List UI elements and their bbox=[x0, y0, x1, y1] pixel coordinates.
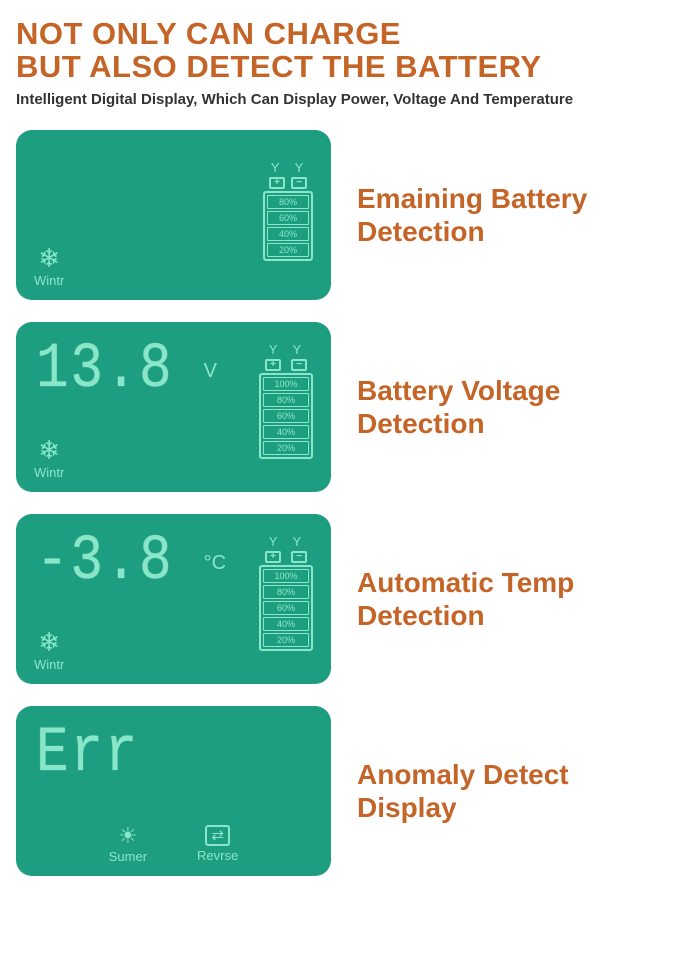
bottom-icon-row: ☀ Sumer ⇄ Revrse bbox=[16, 825, 331, 864]
winter-label: Wintr bbox=[34, 273, 64, 288]
battery-gauge: Y Y +− 100% 80% 60% 40% 20% bbox=[259, 342, 313, 459]
battery-yy-label: Y Y bbox=[269, 534, 307, 549]
terminal-negative: − bbox=[291, 177, 307, 189]
battery-cell: 80% bbox=[267, 195, 309, 209]
winter-indicator: ❄ Wintr bbox=[34, 245, 64, 288]
battery-cell: 40% bbox=[263, 617, 309, 631]
mode-indicator: ⇄ Revrse bbox=[197, 825, 238, 864]
terminal-positive: + bbox=[265, 551, 281, 563]
terminal-negative: − bbox=[291, 359, 307, 371]
readout-unit: °C bbox=[204, 552, 226, 575]
battery-gauge: Y Y +− 100% 80% 60% 40% 20% bbox=[259, 534, 313, 651]
battery-body: 100% 80% 60% 40% 20% bbox=[259, 373, 313, 459]
battery-yy-label: Y Y bbox=[271, 160, 309, 175]
feature-caption: Emaining Battery Detection bbox=[357, 182, 675, 249]
feature-row: 13.8 V ❄ Wintr Y Y +− 100% 80% 60% 40% 20% Battery … bbox=[16, 322, 675, 492]
battery-terminals: +− bbox=[263, 177, 313, 189]
terminal-positive: + bbox=[265, 359, 281, 371]
winter-indicator: ❄ Wintr bbox=[34, 629, 64, 672]
battery-gauge: Y Y +− 80% 60% 40% 20% bbox=[263, 160, 313, 261]
battery-terminals: +− bbox=[259, 359, 313, 371]
terminal-negative: − bbox=[291, 551, 307, 563]
sun-icon: ☀ bbox=[109, 825, 147, 847]
headline-line1: NOT ONLY CAN CHARGE bbox=[16, 18, 675, 51]
feature-caption: Anomaly Detect Display bbox=[357, 758, 675, 825]
headline-line2: BUT ALSO DETECT THE BATTERY bbox=[16, 51, 675, 84]
battery-cell: 20% bbox=[263, 441, 309, 455]
battery-cell: 20% bbox=[267, 243, 309, 257]
feature-row: Err ☀ Sumer ⇄ Revrse Anomaly Detect Display bbox=[16, 706, 675, 876]
battery-cell: 40% bbox=[263, 425, 309, 439]
subtitle: Intelligent Digital Display, Which Can D… bbox=[16, 91, 675, 108]
battery-body: 80% 60% 40% 20% bbox=[263, 191, 313, 261]
mode-label: Sumer bbox=[109, 849, 147, 864]
snowflake-icon: ❄ bbox=[34, 437, 64, 463]
winter-label: Wintr bbox=[34, 657, 64, 672]
terminal-positive: + bbox=[269, 177, 285, 189]
snowflake-icon: ❄ bbox=[34, 245, 64, 271]
headline: NOT ONLY CAN CHARGE BUT ALSO DETECT THE … bbox=[16, 18, 675, 83]
display-panel: 13.8 V ❄ Wintr Y Y +− 100% 80% 60% 40% 20% bbox=[16, 322, 331, 492]
feature-row: ❄ Wintr Y Y +− 80% 60% 40% 20% Emaining Battery … bbox=[16, 130, 675, 300]
battery-cell: 80% bbox=[263, 393, 309, 407]
winter-label: Wintr bbox=[34, 465, 64, 480]
battery-cell: 80% bbox=[263, 585, 309, 599]
battery-cell: 60% bbox=[263, 409, 309, 423]
feature-caption: Automatic Temp Detection bbox=[357, 566, 675, 633]
mode-label: Revrse bbox=[197, 848, 238, 863]
readout: Err bbox=[36, 718, 157, 790]
reverse-icon: ⇄ bbox=[205, 825, 230, 846]
display-panel: Err ☀ Sumer ⇄ Revrse bbox=[16, 706, 331, 876]
battery-cell: 60% bbox=[267, 211, 309, 225]
seven-segment-value: Err bbox=[36, 718, 139, 790]
snowflake-icon: ❄ bbox=[34, 629, 64, 655]
display-panel: -3.8 °C ❄ Wintr Y Y +− 100% 80% 60% 40% 20% bbox=[16, 514, 331, 684]
readout: 13.8 V bbox=[36, 334, 217, 406]
seven-segment-value: 13.8 bbox=[36, 334, 173, 406]
display-panel: ❄ Wintr Y Y +− 80% 60% 40% 20% bbox=[16, 130, 331, 300]
battery-yy-label: Y Y bbox=[269, 342, 307, 357]
readout: -3.8 °C bbox=[36, 526, 226, 598]
battery-cell: 20% bbox=[263, 633, 309, 647]
battery-cell: 100% bbox=[263, 377, 309, 391]
battery-cell: 100% bbox=[263, 569, 309, 583]
battery-terminals: +− bbox=[259, 551, 313, 563]
feature-caption: Battery Voltage Detection bbox=[357, 374, 675, 441]
battery-cell: 60% bbox=[263, 601, 309, 615]
readout-unit: V bbox=[204, 360, 217, 383]
mode-indicator: ☀ Sumer bbox=[109, 825, 147, 864]
battery-cell: 40% bbox=[267, 227, 309, 241]
seven-segment-value: -3.8 bbox=[36, 526, 173, 598]
winter-indicator: ❄ Wintr bbox=[34, 437, 64, 480]
battery-body: 100% 80% 60% 40% 20% bbox=[259, 565, 313, 651]
feature-row: -3.8 °C ❄ Wintr Y Y +− 100% 80% 60% 40% 20% Automat… bbox=[16, 514, 675, 684]
